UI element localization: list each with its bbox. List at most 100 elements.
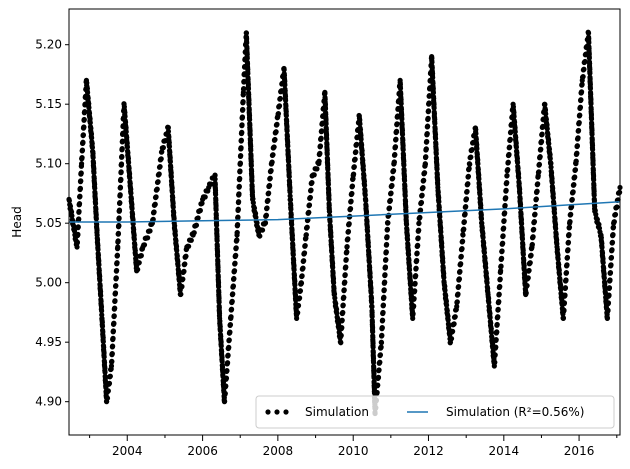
data-point [112,298,118,304]
data-point [498,263,504,269]
x-axis-ticks: 2004 2006 2008 2010 2012 2014 2016 [112,435,594,458]
data-point [400,137,406,143]
data-point [431,111,438,117]
data-point [402,193,408,199]
data-point [570,189,576,195]
data-point [405,242,411,248]
simulation-points [66,29,623,417]
data-point [69,213,75,219]
data-point [215,264,221,270]
data-point [511,113,517,120]
data-point [344,249,350,255]
data-point [445,317,451,323]
data-point [514,150,520,156]
data-point [377,352,384,358]
data-point [600,256,606,262]
data-point [92,200,99,207]
data-point [561,307,567,313]
data-point [590,162,596,168]
data-point [384,226,391,232]
data-point [546,146,553,152]
data-point [588,101,594,107]
data-point [129,205,135,212]
data-point [444,302,450,308]
data-point [590,173,597,179]
data-point [233,245,239,251]
data-point [151,209,157,215]
data-point [318,135,324,141]
data-point [100,329,106,335]
data-point [88,125,94,131]
data-point [433,141,439,147]
data-point [219,364,226,370]
data-point [562,292,568,298]
data-point [601,271,607,277]
data-point [116,207,123,213]
data-point [93,212,99,218]
data-point [291,267,297,273]
data-point [481,249,488,256]
data-point [169,189,175,195]
data-point [465,173,472,179]
data-point [102,369,108,375]
data-point [246,97,252,103]
data-point [266,182,273,189]
data-point [383,249,389,255]
data-point [326,193,332,199]
data-point [262,220,269,226]
data-point [519,232,525,238]
data-point [323,132,330,138]
data-point [238,153,244,159]
y-tick-label: 5.05 [35,216,62,230]
data-point [92,196,99,203]
data-point [433,147,439,153]
data-point [247,137,254,144]
data-point [476,176,482,182]
data-point [104,395,111,401]
data-point [246,107,252,113]
data-point [507,136,513,142]
data-point [551,200,557,207]
data-point [563,269,570,276]
data-point [110,335,116,341]
data-point [332,295,338,301]
data-point [169,179,175,186]
data-point [535,181,541,187]
data-point [179,283,185,290]
data-point [488,320,494,326]
data-point [97,273,103,279]
data-point [287,185,293,191]
data-point [218,343,224,349]
data-point [215,268,221,274]
data-point [482,261,489,267]
data-point [328,234,334,240]
data-point [579,81,585,87]
data-point [188,237,194,243]
data-point [128,196,135,202]
data-point [344,244,350,250]
data-point [481,246,487,252]
data-point [324,157,331,163]
data-point [609,247,615,253]
data-point [115,230,122,237]
data-point [265,197,271,203]
data-point [250,200,256,206]
data-point [98,304,105,310]
data-point [404,227,410,233]
data-point [325,181,332,188]
data-point [78,178,84,184]
legend-label-simulation: Simulation [305,405,369,419]
data-point [263,212,270,218]
data-point [388,190,394,196]
data-point [431,95,437,102]
data-point [369,319,375,325]
data-point [451,321,457,327]
data-point [285,139,291,145]
data-point [283,109,289,115]
data-point [411,303,417,309]
data-point [487,314,493,321]
data-point [495,314,501,320]
data-point [399,112,405,118]
data-point [330,276,337,282]
